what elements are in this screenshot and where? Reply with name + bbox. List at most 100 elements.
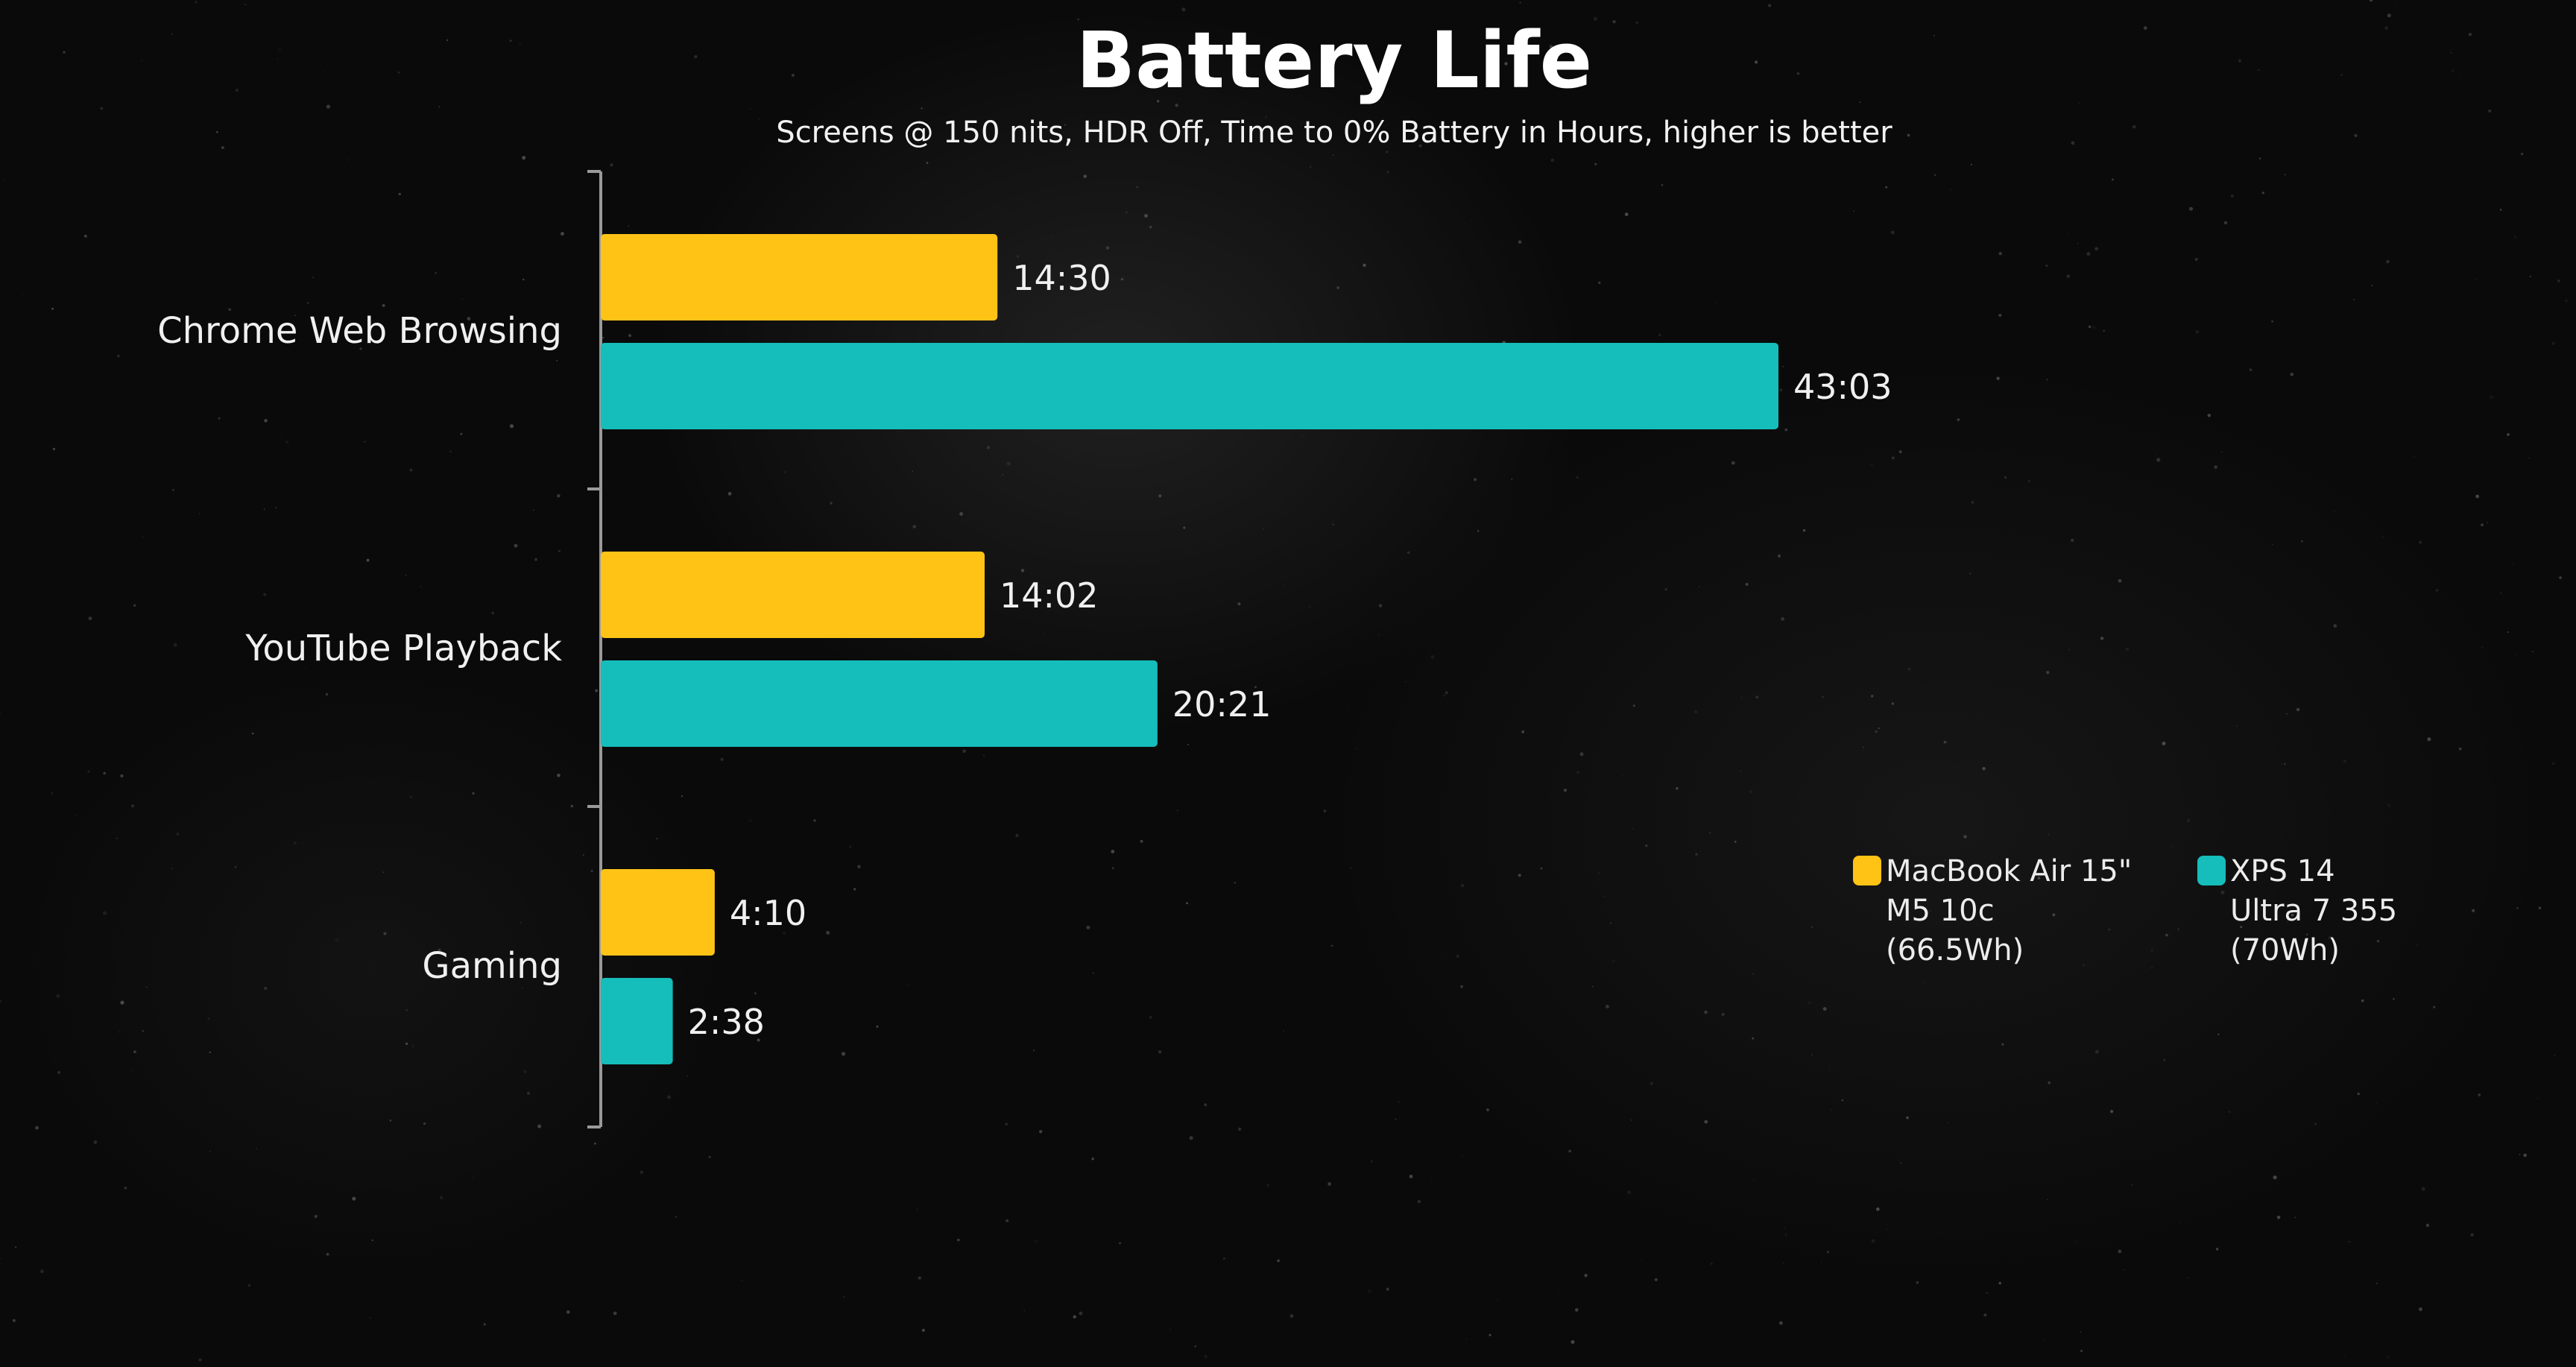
speckle [1755,60,1758,64]
speckle [1604,895,1606,897]
bar [601,660,1158,747]
speckle [912,470,913,472]
category-label: Gaming [422,945,562,987]
speckle [1632,828,1634,830]
speckle [294,314,297,317]
speckle [2486,521,2489,524]
speckle [2133,125,2136,129]
speckle [543,1307,545,1308]
speckle [2094,247,2099,251]
speckle [1032,1049,1035,1052]
speckle [1511,478,1513,481]
speckle [566,1310,570,1314]
speckle [1627,1190,1632,1194]
speckle [1386,151,1389,154]
speckle [1386,1287,1389,1291]
speckle [2414,455,2416,457]
speckle [1598,872,1600,874]
speckle [1237,602,1241,606]
speckle [172,489,174,491]
speckle [921,1328,925,1332]
speckle [2045,264,2048,268]
value-label: 43:03 [1793,367,1892,407]
speckle [2478,1093,2481,1096]
speckle [916,1208,918,1210]
speckle [1829,1068,1830,1070]
speckle [667,1095,671,1099]
value-label: 14:02 [1000,575,1099,616]
speckle [1563,789,1568,792]
speckle [142,1030,144,1032]
speckle [363,441,366,443]
speckle [131,804,134,808]
speckle [244,4,247,6]
speckle [1857,850,1859,852]
speckle [1957,765,1958,767]
speckle [555,359,558,362]
speckle [1709,832,1711,834]
speckle [1957,418,1960,421]
speckle [2066,274,2071,278]
speckle [366,558,370,562]
speckle [2565,299,2568,303]
speckle [2529,275,2531,277]
speckle [2370,0,2373,2]
speckle [1695,853,1698,856]
speckle [438,948,441,952]
speckle [1497,1299,1500,1301]
speckle [1283,44,1284,45]
speckle [1332,523,1335,526]
speckle [1891,456,1895,460]
speckle [1624,212,1629,216]
speckle [2238,59,2241,63]
speckle [1592,985,1594,988]
speckle [1753,1178,1755,1181]
speckle [199,555,201,557]
speckle [1157,100,1160,103]
speckle [1741,274,1743,275]
speckle [557,774,561,777]
speckle [720,757,724,761]
speckle [1576,771,1580,774]
speckle [2507,631,2509,633]
speckle [1701,139,1703,141]
speckle [1710,1262,1713,1265]
legend-label: XPS 14 [2230,854,2335,888]
speckle [2004,476,2007,479]
speckle [1863,746,1865,748]
speckle [1969,572,1972,575]
speckle [1336,286,1340,289]
speckle [1998,314,2002,317]
speckle [2118,579,2122,583]
speckle [908,984,910,986]
speckle [1368,1289,1371,1293]
bar [601,343,1778,429]
speckle [1676,787,1679,790]
speckle [2075,1240,2077,1243]
speckle [411,1044,414,1047]
speckle [2276,1216,2281,1219]
speckle [2537,1098,2539,1099]
speckle [2083,965,2085,966]
speckle [1752,973,1755,975]
speckle [405,1042,408,1045]
speckle [2048,1081,2051,1085]
speckle [2110,1110,2114,1114]
speckle [1204,1355,1208,1359]
speckle [145,986,148,988]
speckle [1234,48,1237,51]
speckle [2382,536,2384,538]
speckle [1273,166,1275,168]
speckle [221,146,224,150]
speckle [1784,1234,1787,1236]
speckle [1518,240,1522,244]
speckle [2272,543,2273,546]
speckle [2047,1199,2048,1200]
speckle [2515,654,2517,657]
speckle [51,307,54,310]
speckle [1006,1219,1009,1222]
speckle [1519,1,1521,4]
speckle [1650,1082,1654,1085]
speckle [2552,762,2555,765]
